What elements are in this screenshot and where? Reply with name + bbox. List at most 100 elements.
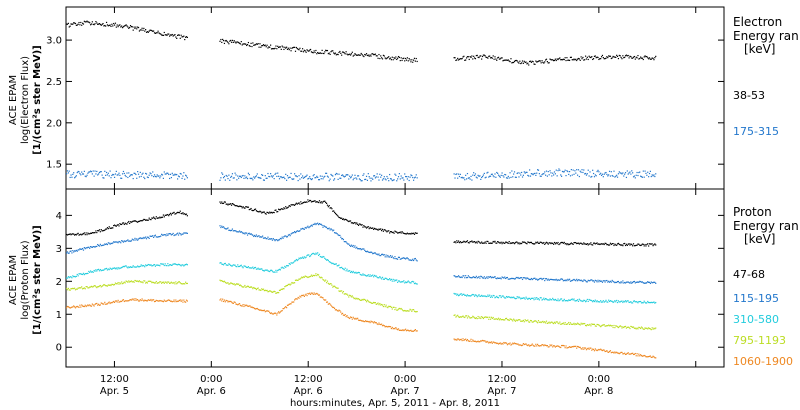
data-point (116, 241, 118, 243)
data-point (251, 177, 253, 179)
data-point (98, 285, 101, 287)
data-point (249, 305, 251, 307)
data-point (266, 310, 268, 312)
data-point (315, 176, 317, 179)
data-point (532, 243, 534, 245)
data-point (129, 281, 131, 283)
data-point (547, 62, 549, 64)
data-point (185, 282, 188, 285)
data-point (128, 220, 130, 223)
data-point (465, 57, 468, 59)
data-point (121, 299, 124, 301)
data-point (400, 307, 402, 310)
data-point (487, 57, 489, 59)
data-point (250, 207, 252, 210)
data-point (336, 173, 338, 175)
data-point (352, 179, 354, 181)
data-point (184, 264, 186, 266)
data-point (646, 327, 648, 329)
data-point (230, 264, 232, 267)
data-point (641, 281, 644, 283)
data-point (468, 177, 470, 179)
data-point (78, 171, 80, 173)
data-point (157, 236, 159, 238)
data-point (532, 344, 534, 346)
data-point (158, 175, 160, 177)
data-point (274, 47, 276, 49)
data-point (388, 256, 390, 258)
data-point (126, 280, 128, 283)
data-point (365, 53, 368, 55)
data-point (404, 60, 406, 62)
data-point (112, 173, 114, 176)
data-point (638, 301, 640, 303)
data-point (583, 59, 585, 61)
data-point (297, 202, 299, 205)
data-point (388, 180, 390, 182)
data-point (231, 302, 234, 304)
data-point (458, 175, 461, 178)
data-point (332, 286, 334, 288)
data-point (600, 280, 603, 282)
data-point (331, 229, 333, 231)
data-point (389, 279, 392, 281)
data-point (185, 299, 188, 301)
data-point (564, 57, 566, 59)
data-point (136, 221, 138, 223)
data-point (291, 281, 293, 284)
data-point (575, 280, 577, 282)
data-point (129, 240, 132, 242)
data-point (481, 176, 483, 179)
data-point (543, 173, 545, 175)
data-point (95, 245, 97, 248)
data-point (561, 300, 564, 302)
data-point (254, 235, 257, 238)
data-point (381, 174, 383, 176)
data-point (252, 179, 254, 181)
data-point (276, 239, 278, 241)
data-point (617, 280, 620, 283)
data-point (342, 218, 345, 220)
data-point (341, 174, 344, 176)
data-point (389, 305, 392, 308)
data-point (220, 202, 222, 204)
data-point (173, 234, 175, 237)
data-point (371, 251, 373, 254)
data-point (480, 55, 482, 57)
data-point (528, 64, 530, 66)
data-point (636, 327, 638, 329)
data-point (627, 352, 629, 354)
data-point (583, 323, 585, 325)
data-point (585, 243, 588, 246)
data-point (608, 55, 610, 57)
data-point (382, 178, 385, 180)
data-point (110, 242, 112, 244)
data-point (302, 276, 305, 278)
data-point (604, 242, 606, 244)
data-point (344, 241, 346, 243)
data-point (105, 25, 107, 27)
data-point (632, 172, 634, 174)
data-point (332, 306, 334, 309)
data-point (249, 233, 251, 235)
data-point (504, 276, 506, 278)
data-point (109, 24, 111, 26)
data-point (529, 60, 532, 62)
data-point (651, 174, 653, 176)
data-point (106, 303, 109, 305)
proton-ytick-label: 0 (56, 343, 62, 354)
data-point (365, 320, 367, 322)
data-point (590, 347, 592, 349)
data-point (251, 267, 253, 269)
data-point (384, 277, 386, 279)
data-point (530, 61, 532, 63)
data-point (274, 173, 276, 175)
data-point (147, 299, 149, 301)
data-point (371, 302, 373, 304)
data-point (535, 298, 537, 300)
data-point (584, 173, 586, 175)
data-point (481, 277, 484, 279)
data-point (121, 27, 124, 29)
data-point (636, 353, 638, 355)
data-point (85, 247, 87, 249)
